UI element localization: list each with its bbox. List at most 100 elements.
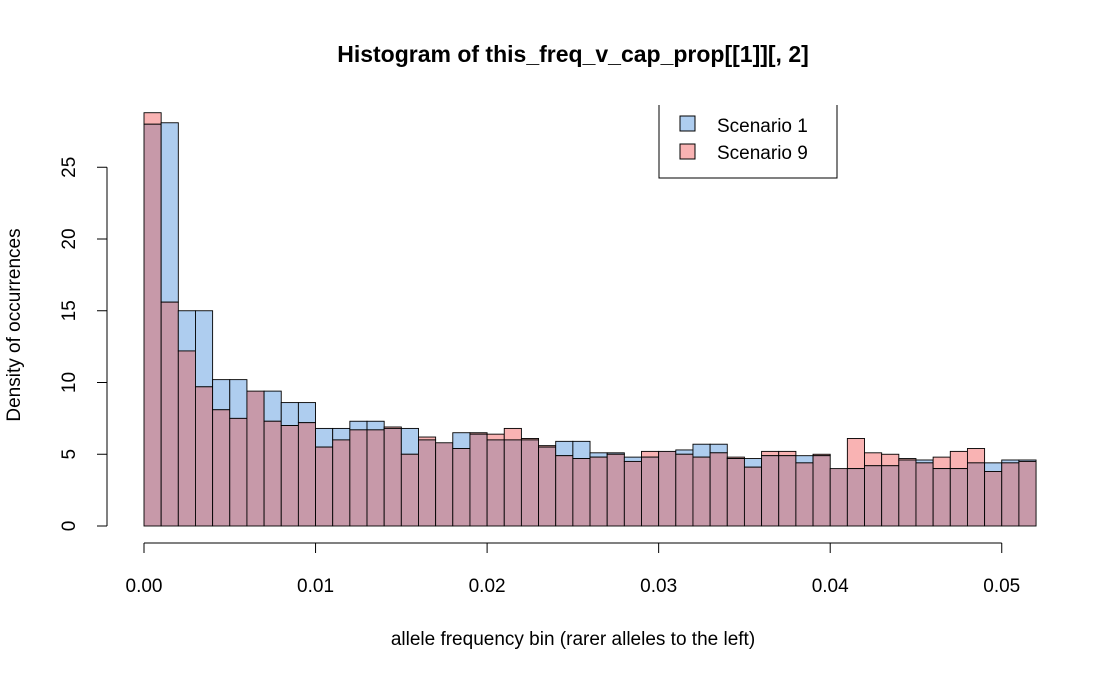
y-tick-label: 15 — [59, 300, 80, 321]
x-tick-label: 0.01 — [297, 576, 334, 597]
histogram-bar-overlap — [246, 390, 265, 527]
y-tick-label: 10 — [59, 372, 80, 393]
histogram-bar-overlap — [949, 468, 968, 527]
histogram-bar-excess — [297, 402, 316, 424]
histogram-bar-overlap — [160, 301, 179, 527]
histogram-bar-excess — [864, 452, 883, 467]
chart-title: Histogram of this_freq_v_cap_prop[[1]][,… — [337, 41, 809, 67]
histogram-bar-overlap — [966, 462, 986, 527]
histogram-bar-overlap — [864, 465, 883, 527]
histogram-bar-excess — [212, 379, 231, 411]
x-tick-label: 0.00 — [126, 576, 163, 597]
legend-label-scenario-9: Scenario 9 — [717, 143, 808, 164]
histogram-bar-overlap — [229, 417, 248, 527]
histogram-bar-overlap — [383, 427, 402, 527]
histogram-bar-overlap — [881, 465, 900, 527]
histogram-bar-overlap — [778, 455, 797, 527]
histogram-bar-overlap — [280, 425, 299, 527]
histogram-bar-overlap — [846, 468, 865, 527]
histogram-bar-excess — [400, 427, 419, 455]
histogram-bar-excess — [349, 420, 368, 431]
histogram-bar-overlap — [486, 439, 505, 527]
y-axis: 0 5 10 15 20 25 — [59, 157, 108, 532]
histogram-bar-excess — [966, 448, 986, 464]
histogram-bar-overlap — [743, 466, 763, 527]
histogram-bar-overlap — [606, 453, 625, 527]
histogram-bar-overlap — [761, 455, 780, 527]
histogram-bar-overlap — [400, 453, 419, 527]
histogram-bar-overlap — [177, 350, 196, 527]
histogram-bar-overlap — [452, 448, 471, 527]
histogram-bar-excess — [555, 440, 574, 457]
histogram-bar-excess — [143, 112, 162, 125]
histogram-bar-excess — [160, 122, 179, 303]
histogram-bar-excess — [743, 458, 763, 468]
histogram-bar-excess — [486, 433, 505, 441]
histogram-bar-excess — [846, 438, 865, 470]
histogram-bar-excess — [709, 443, 728, 454]
histogram-bar-excess — [229, 379, 248, 419]
y-tick-label: 0 — [59, 521, 80, 532]
y-axis-label: Density of occurrences — [4, 228, 25, 421]
histogram-bar-overlap — [332, 439, 351, 527]
histogram-bar-overlap — [572, 458, 591, 527]
histogram-bar-excess — [692, 443, 711, 458]
histogram-bar-overlap — [623, 460, 642, 527]
histogram-bar-overlap — [812, 455, 831, 527]
histogram-bar-excess — [949, 450, 968, 470]
histogram-bar-excess — [452, 432, 471, 449]
histogram-bar-overlap — [726, 458, 745, 527]
histogram-bars — [143, 112, 1037, 527]
legend-swatch-scenario-1 — [679, 115, 696, 132]
x-tick-label: 0.03 — [640, 576, 677, 597]
legend-swatch-scenario-9 — [679, 143, 696, 160]
histogram-bar-overlap — [898, 459, 917, 527]
histogram-bar-overlap — [503, 439, 522, 527]
histogram-bar-overlap — [709, 452, 728, 527]
histogram-bar-overlap — [195, 386, 214, 527]
histogram-bar-excess — [932, 456, 951, 470]
histogram-bar-overlap — [366, 429, 385, 527]
histogram-bar-excess — [366, 420, 385, 431]
histogram-bar-excess — [503, 427, 522, 441]
histogram-bar-excess — [572, 440, 591, 460]
histogram-bar-excess — [332, 427, 351, 441]
histogram-bar-overlap — [418, 439, 437, 527]
histogram-bar-excess — [315, 427, 334, 448]
histogram-bar-excess — [263, 390, 282, 422]
histogram-bar-excess — [984, 462, 1003, 472]
histogram-bar-overlap — [1001, 462, 1020, 527]
histogram-bar-overlap — [297, 422, 316, 527]
y-tick-label: 20 — [59, 228, 80, 249]
histogram-bar-excess — [195, 310, 214, 388]
histogram-bar-excess — [589, 452, 608, 458]
histogram-bar-overlap — [520, 439, 540, 527]
histogram-bar-excess — [623, 456, 642, 462]
histogram-bar-excess — [641, 450, 660, 458]
histogram-bar-overlap — [212, 409, 231, 527]
histogram-bar-overlap — [829, 468, 848, 527]
histogram-bar-overlap — [641, 456, 660, 527]
histogram-bar-overlap — [315, 446, 334, 527]
x-axis: 0.00 0.01 0.02 0.03 0.04 0.05 — [126, 542, 1020, 597]
histogram-bar-excess — [675, 449, 694, 455]
histogram-bar-overlap — [795, 462, 814, 527]
histogram-bar-excess — [177, 310, 196, 352]
histogram-bar-overlap — [538, 446, 557, 527]
legend-label-scenario-1: Scenario 1 — [717, 116, 808, 137]
legend: Scenario 1 Scenario 9 — [658, 105, 838, 179]
y-tick-label: 5 — [59, 449, 80, 460]
histogram-bar-overlap — [143, 123, 162, 527]
histogram-bar-excess — [778, 450, 797, 457]
y-tick-label: 25 — [59, 157, 80, 178]
histogram-bar-excess — [795, 455, 814, 464]
histogram-bar-overlap — [915, 462, 934, 527]
legend-frame — [658, 105, 838, 179]
histogram-bar-overlap — [658, 450, 677, 527]
histogram-bar-overlap — [692, 456, 711, 527]
histogram-bar-excess — [761, 450, 780, 457]
x-tick-label: 0.02 — [469, 576, 506, 597]
histogram-bar-overlap — [984, 471, 1003, 527]
histogram-bar-overlap — [435, 442, 454, 527]
